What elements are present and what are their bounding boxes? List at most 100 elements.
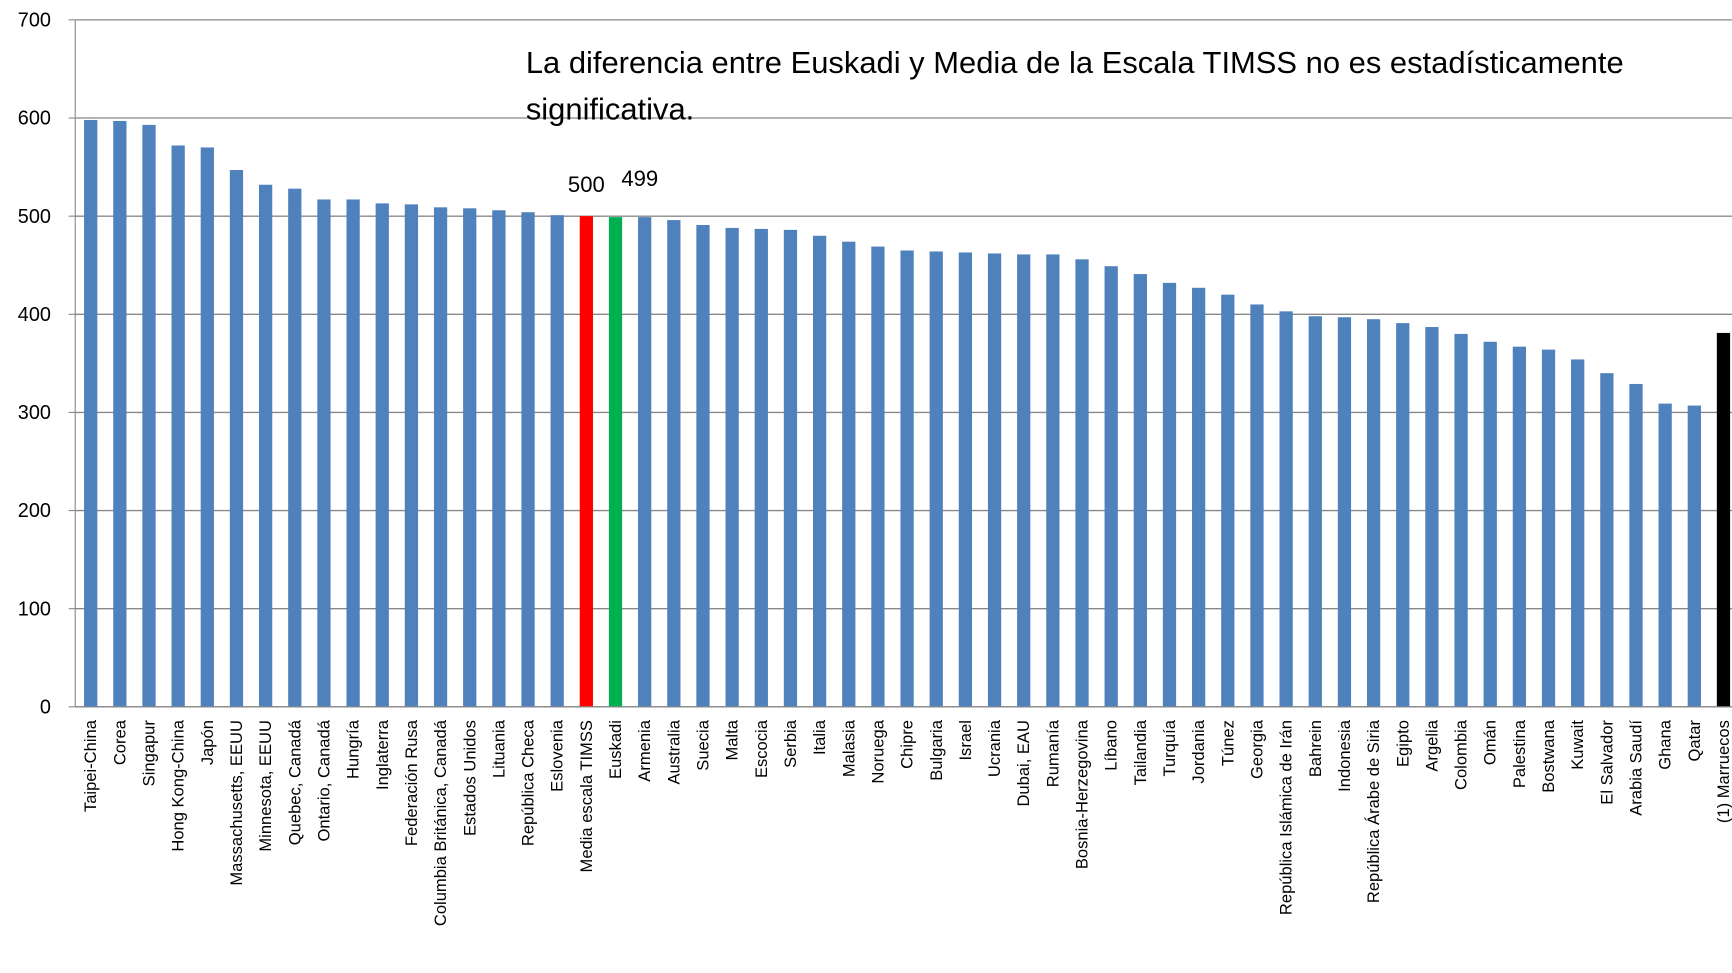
x-tick-label: República Árabe de Siria	[1364, 719, 1383, 903]
y-tick-label: 0	[40, 696, 51, 718]
x-tick-label: Chipre	[898, 720, 917, 769]
bar	[1046, 254, 1060, 707]
bar	[725, 227, 739, 707]
x-tick-label: Ucrania	[985, 719, 1004, 777]
x-tick-label: Australia	[664, 719, 683, 784]
annotation: La diferencia entre Euskadi y Media de l…	[525, 45, 1624, 126]
x-tick-label: Ghana	[1656, 719, 1675, 769]
bar	[259, 184, 273, 707]
bar	[667, 220, 681, 707]
bar	[929, 251, 943, 707]
x-tick-label: Turquía	[1160, 719, 1179, 776]
bar	[812, 235, 827, 707]
bar	[288, 188, 302, 707]
x-tick-label: Noruega	[868, 719, 887, 783]
x-tick-label: Malasia	[839, 719, 858, 777]
x-tick-label: Qatar	[1685, 720, 1704, 762]
bar	[1396, 323, 1410, 707]
x-tick-label: Eslovenia	[548, 719, 567, 792]
bar	[1250, 304, 1264, 707]
x-tick-label: Indonesia	[1335, 719, 1354, 792]
x-tick-label: Media escala TIMSS	[577, 720, 596, 872]
x-tick-label: Taipei-China	[81, 719, 100, 812]
x-tick-label: Líbano	[1102, 720, 1121, 771]
x-tick-label: Rumanía	[1043, 719, 1062, 787]
x-tick-label: Hong Kong-China	[169, 719, 188, 851]
x-tick-label: Bostwana	[1539, 719, 1558, 792]
x-tick-label: Bahrein	[1306, 720, 1325, 777]
x-tick-label: Escocia	[752, 719, 771, 778]
bar	[317, 199, 331, 707]
x-tick-label: Inglaterra	[373, 719, 392, 790]
bar	[1279, 311, 1293, 707]
bar	[1629, 383, 1643, 707]
bar	[1600, 373, 1614, 707]
value-label: 499	[621, 166, 658, 191]
bar	[1308, 316, 1322, 707]
bar	[1454, 333, 1468, 707]
y-tick-label: 600	[18, 108, 51, 130]
x-tick-label: Omán	[1481, 720, 1500, 765]
y-tick-label: 400	[18, 304, 51, 326]
x-tick-label: Federación Rusa	[402, 719, 421, 846]
y-tick-label: 700	[18, 10, 51, 32]
bar	[638, 217, 652, 707]
bar	[1192, 287, 1206, 707]
x-tick-label: Bulgaria	[927, 719, 946, 781]
x-tick-label: Italia	[810, 719, 829, 755]
bar	[1658, 403, 1672, 707]
x-tick-label: Túnez	[1218, 720, 1237, 766]
x-tick-label: Euskadi	[606, 720, 625, 779]
bar	[608, 217, 623, 707]
bar	[987, 253, 1002, 707]
bar	[375, 203, 389, 707]
bar	[842, 241, 856, 707]
x-tick-label: Massachusetts, EEUU	[227, 720, 246, 886]
bar	[783, 229, 798, 707]
bar	[113, 120, 127, 707]
x-tick-label: Corea	[110, 719, 129, 765]
bar	[1221, 294, 1235, 707]
bar	[1017, 254, 1031, 707]
bar	[346, 199, 360, 707]
bar	[1483, 341, 1497, 707]
x-tick-label: Malta	[723, 719, 742, 760]
bar	[171, 145, 185, 707]
x-tick-label: Lituania	[489, 719, 508, 778]
bar	[1512, 346, 1527, 707]
x-tick-label: Arabia Saudí	[1627, 720, 1646, 816]
x-tick-label: Palestina	[1510, 719, 1529, 788]
x-tick-label: (1) Marruecos	[1714, 720, 1732, 823]
bar	[696, 224, 710, 707]
bar	[1075, 259, 1089, 707]
x-tick-label: Egipto	[1393, 720, 1412, 767]
x-tick-label: Suecia	[694, 719, 713, 770]
bar	[1425, 327, 1439, 707]
bar	[958, 252, 973, 707]
bar	[1716, 332, 1731, 707]
value-label: 500	[568, 172, 605, 197]
bar	[550, 215, 564, 707]
bar	[492, 210, 506, 707]
bar	[521, 212, 535, 707]
x-tick-label: Estados Unidos	[460, 720, 479, 836]
x-tick-label: República Islámica de Irán	[1277, 720, 1296, 915]
bar	[871, 246, 885, 707]
bar	[900, 250, 914, 707]
x-tick-label: Singapur	[140, 720, 159, 787]
x-tick-label: Kuwait	[1568, 720, 1587, 770]
annotation-box: La diferencia entre Euskadi y Media de l…	[525, 45, 1624, 126]
bar	[1541, 349, 1556, 707]
x-tick-label: Dubai, EAU	[1014, 720, 1033, 806]
x-tick-label: República Checa	[519, 719, 538, 846]
bar	[754, 228, 768, 707]
x-tick-label: Tailandia	[1131, 719, 1150, 785]
bar	[579, 216, 593, 707]
x-tick-label: El Salvador	[1597, 720, 1616, 805]
x-tick-label: Quebec, Canadá	[285, 719, 304, 845]
bar	[1104, 266, 1118, 707]
x-tick-label: Serbia	[781, 719, 800, 768]
bar	[404, 204, 419, 707]
y-tick-label: 500	[18, 206, 51, 228]
